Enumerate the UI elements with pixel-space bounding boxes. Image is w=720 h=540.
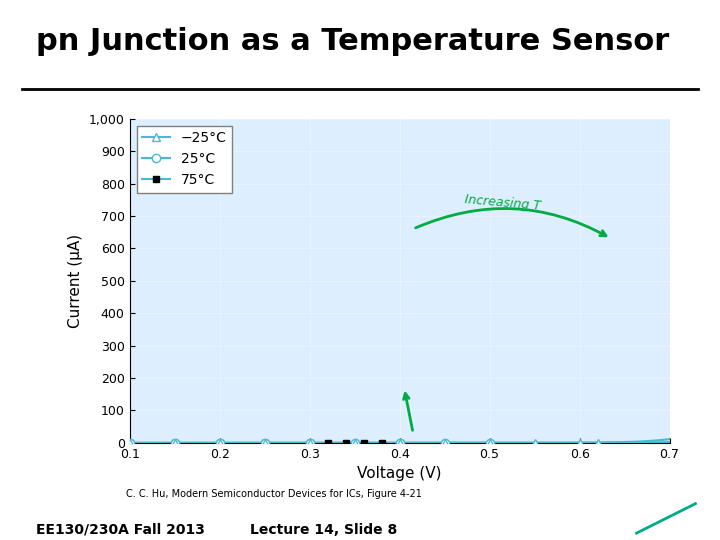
Text: EE130/230A Fall 2013: EE130/230A Fall 2013	[36, 523, 205, 537]
Y-axis label: Current (μA): Current (μA)	[68, 234, 84, 328]
X-axis label: Voltage (V): Voltage (V)	[357, 466, 442, 481]
Legend: −25°C, 25°C, 75°C: −25°C, 25°C, 75°C	[137, 126, 233, 193]
Text: C. C. Hu, Modern Semiconductor Devices for ICs, Figure 4-21: C. C. Hu, Modern Semiconductor Devices f…	[126, 489, 421, 500]
Text: Lecture 14, Slide 8: Lecture 14, Slide 8	[251, 523, 397, 537]
Text: pn Junction as a Temperature Sensor: pn Junction as a Temperature Sensor	[36, 27, 670, 56]
Text: Increasing T: Increasing T	[464, 193, 541, 213]
